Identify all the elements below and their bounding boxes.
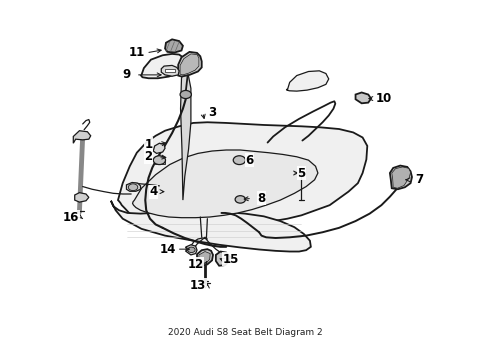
- Text: 9: 9: [122, 68, 130, 81]
- Polygon shape: [155, 160, 165, 163]
- Text: 12: 12: [188, 258, 204, 271]
- Text: 15: 15: [222, 253, 239, 266]
- Text: 2: 2: [145, 150, 152, 163]
- Text: 1: 1: [145, 138, 152, 151]
- Polygon shape: [161, 66, 179, 76]
- Text: 6: 6: [245, 154, 254, 167]
- Polygon shape: [165, 39, 183, 53]
- Text: 5: 5: [297, 167, 306, 180]
- Text: 16: 16: [63, 211, 79, 224]
- Text: 8: 8: [257, 192, 266, 205]
- Polygon shape: [392, 167, 411, 188]
- Text: 14: 14: [159, 243, 175, 256]
- Polygon shape: [180, 54, 199, 75]
- Polygon shape: [197, 249, 213, 266]
- Polygon shape: [180, 71, 191, 200]
- Circle shape: [188, 247, 195, 253]
- Polygon shape: [286, 71, 329, 91]
- Text: 11: 11: [129, 46, 145, 59]
- Polygon shape: [118, 122, 368, 226]
- Polygon shape: [165, 69, 175, 72]
- Text: 7: 7: [415, 173, 423, 186]
- Text: 10: 10: [376, 92, 392, 105]
- Polygon shape: [186, 245, 197, 255]
- Text: 13: 13: [190, 279, 206, 292]
- Polygon shape: [216, 252, 230, 266]
- Polygon shape: [111, 201, 311, 252]
- Polygon shape: [390, 166, 412, 189]
- Polygon shape: [74, 193, 89, 202]
- Circle shape: [153, 156, 166, 165]
- Polygon shape: [141, 54, 186, 78]
- Circle shape: [180, 90, 192, 99]
- Text: 3: 3: [208, 105, 216, 118]
- Polygon shape: [178, 52, 202, 77]
- Polygon shape: [126, 183, 141, 191]
- Text: 2020 Audi S8 Seat Belt Diagram 2: 2020 Audi S8 Seat Belt Diagram 2: [168, 328, 322, 337]
- Polygon shape: [133, 150, 318, 218]
- Polygon shape: [356, 93, 371, 103]
- Polygon shape: [74, 131, 91, 143]
- Circle shape: [128, 184, 138, 190]
- Polygon shape: [153, 143, 165, 153]
- Polygon shape: [199, 252, 210, 264]
- Circle shape: [235, 196, 245, 203]
- Text: 4: 4: [149, 185, 157, 198]
- Circle shape: [233, 156, 245, 165]
